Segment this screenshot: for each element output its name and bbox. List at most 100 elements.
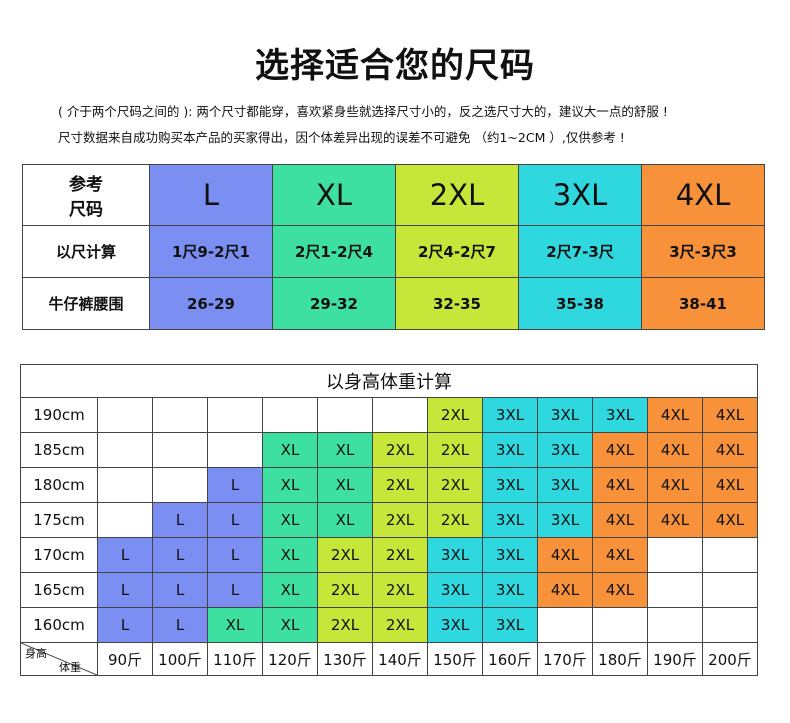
size-cell: L: [152, 607, 208, 643]
weight-label: 130斤: [317, 642, 373, 676]
size-cell: 4XL: [702, 397, 758, 433]
size-cell: 4XL: [702, 467, 758, 503]
height-row: 160cm L L XL XL 2XL 2XL 3XL 3XL: [20, 607, 758, 643]
weight-label: 180斤: [592, 642, 648, 676]
size-cell: XL: [262, 432, 318, 468]
table-cell: 35-38: [518, 277, 642, 330]
corner-diagonal-line: [21, 643, 97, 675]
height-label: 180cm: [20, 467, 98, 503]
size-cell: 4XL: [592, 537, 648, 573]
size-header-label-line1: 参考: [69, 175, 103, 195]
size-header-cell: 2XL: [395, 164, 519, 226]
size-cell: L: [97, 607, 153, 643]
size-cell: XL: [207, 607, 263, 643]
height-weight-table: 以身高体重计算 190cm 2XL 3XL 3XL 3XL 4XL 4XL 185cm XL XL…: [20, 364, 758, 676]
size-cell: [317, 397, 373, 433]
size-reference-table: 参考 尺码 L XL 2XL 3XL 4XL 以尺计算 1尺9-2尺1 2尺1-2…: [22, 164, 765, 330]
size-cell: [372, 397, 428, 433]
corner-height-label: 身高: [25, 647, 47, 660]
size-cell: 3XL: [537, 467, 593, 503]
size-cell: [592, 607, 648, 643]
size-cell: 4XL: [537, 537, 593, 573]
size-cell: 3XL: [482, 607, 538, 643]
weight-label: 100斤: [152, 642, 208, 676]
size-cell: 3XL: [482, 432, 538, 468]
weight-label: 140斤: [372, 642, 428, 676]
data-source-note: 尺寸数据来自成功购买本产品的买家得出，因个体差异出现的误差不可避免 （约1~2C…: [58, 130, 625, 145]
size-cell: 3XL: [482, 467, 538, 503]
size-cell: L: [207, 502, 263, 538]
size-cell: 3XL: [482, 502, 538, 538]
size-cell: 2XL: [427, 502, 483, 538]
size-cell: 3XL: [482, 537, 538, 573]
size-cell: 3XL: [482, 572, 538, 608]
height-row: 185cm XL XL 2XL 2XL 3XL 3XL 4XL 4XL 4XL: [20, 432, 758, 468]
height-row: 175cm L L XL XL 2XL 2XL 3XL 3XL 4XL 4XL 4XL: [20, 502, 758, 538]
row-label: 以尺计算: [22, 225, 150, 278]
height-label: 185cm: [20, 432, 98, 468]
size-header-row: 参考 尺码 L XL 2XL 3XL 4XL: [22, 164, 765, 226]
size-cell: 2XL: [372, 572, 428, 608]
size-header-cell: 4XL: [641, 164, 765, 226]
size-cell: [702, 572, 758, 608]
size-cell: [152, 397, 208, 433]
size-header-label-line2: 尺码: [69, 200, 103, 220]
size-header-label: 参考 尺码: [22, 164, 150, 226]
size-cell: [702, 607, 758, 643]
weight-label: 190斤: [647, 642, 703, 676]
size-cell: 2XL: [427, 432, 483, 468]
size-cell: 3XL: [537, 432, 593, 468]
size-cell: 4XL: [592, 572, 648, 608]
size-header-cell: L: [149, 164, 273, 226]
page-title: 选择适合您的尺码: [255, 46, 535, 86]
height-label: 175cm: [20, 502, 98, 538]
size-cell: 4XL: [647, 467, 703, 503]
size-cell: 2XL: [372, 467, 428, 503]
size-cell: XL: [262, 502, 318, 538]
table-cell: 2尺7-3尺: [518, 225, 642, 278]
size-cell: 4XL: [702, 502, 758, 538]
size-cell: [97, 502, 153, 538]
table-cell: 29-32: [272, 277, 396, 330]
size-cell: 2XL: [372, 432, 428, 468]
height-row: 165cm L L L XL 2XL 2XL 3XL 3XL 4XL 4XL: [20, 572, 758, 608]
height-label: 170cm: [20, 537, 98, 573]
size-cell: 2XL: [372, 537, 428, 573]
table-cell: 2尺4-2尺7: [395, 225, 519, 278]
row-label: 牛仔裤腰围: [22, 277, 150, 330]
chi-measure-row: 以尺计算 1尺9-2尺1 2尺1-2尺4 2尺4-2尺7 2尺7-3尺 3尺-3…: [22, 225, 765, 278]
size-cell: 3XL: [427, 537, 483, 573]
height-row: 190cm 2XL 3XL 3XL 3XL 4XL 4XL: [20, 397, 758, 433]
weight-label: 200斤: [702, 642, 758, 676]
size-cell: [152, 467, 208, 503]
size-cell: 4XL: [592, 432, 648, 468]
size-cell: L: [152, 537, 208, 573]
size-cell: 3XL: [592, 397, 648, 433]
size-cell: 3XL: [537, 397, 593, 433]
size-advice-note: ( 介于两个尺码之间的 ): 两个尺寸都能穿，喜欢紧身些就选择尺寸小的，反之选尺…: [58, 104, 668, 119]
size-cell: XL: [262, 467, 318, 503]
table-cell: 3尺-3尺3: [641, 225, 765, 278]
size-cell: [647, 572, 703, 608]
size-cell: 2XL: [372, 607, 428, 643]
size-cell: XL: [262, 572, 318, 608]
weight-label: 120斤: [262, 642, 318, 676]
height-weight-corner: 身高 体重: [20, 642, 98, 676]
height-label: 165cm: [20, 572, 98, 608]
size-cell: 2XL: [317, 607, 373, 643]
hw-table-body: 190cm 2XL 3XL 3XL 3XL 4XL 4XL 185cm XL XL 2XL 2XL 3X…: [20, 397, 758, 643]
size-cell: 4XL: [647, 502, 703, 538]
size-cell: [647, 607, 703, 643]
size-cell: 4XL: [647, 397, 703, 433]
size-cell: 4XL: [537, 572, 593, 608]
size-cell: 2XL: [317, 572, 373, 608]
corner-diagonal: [21, 643, 97, 675]
size-cell: 2XL: [427, 397, 483, 433]
height-row: 170cm L L L XL 2XL 2XL 3XL 3XL 4XL 4XL: [20, 537, 758, 573]
size-cell: [207, 432, 263, 468]
height-label: 190cm: [20, 397, 98, 433]
table-cell: 2尺1-2尺4: [272, 225, 396, 278]
table-cell: 38-41: [641, 277, 765, 330]
size-cell: 3XL: [427, 572, 483, 608]
size-cell: [97, 467, 153, 503]
